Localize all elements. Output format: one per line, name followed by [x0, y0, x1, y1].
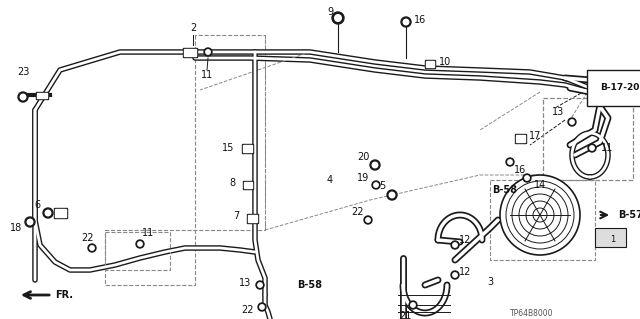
Bar: [515, 135, 525, 142]
Circle shape: [409, 301, 417, 309]
Circle shape: [260, 305, 264, 309]
Circle shape: [206, 50, 210, 54]
Circle shape: [136, 240, 144, 248]
Circle shape: [500, 175, 580, 255]
Bar: [426, 61, 434, 67]
Bar: [54, 209, 65, 217]
Text: 11: 11: [201, 70, 213, 80]
Text: 4: 4: [327, 175, 333, 185]
Text: 14: 14: [534, 180, 546, 190]
Text: 8: 8: [229, 178, 235, 188]
Text: 5: 5: [379, 181, 385, 191]
Text: 21: 21: [399, 311, 411, 319]
Text: 16: 16: [414, 15, 426, 25]
Text: FR.: FR.: [55, 290, 73, 300]
Circle shape: [374, 183, 378, 187]
Text: 23: 23: [17, 67, 29, 77]
Bar: [184, 48, 196, 56]
Bar: [54, 208, 67, 218]
Bar: [490, 180, 595, 260]
Text: 10: 10: [439, 57, 451, 67]
Bar: [246, 213, 257, 222]
Text: 19: 19: [357, 173, 369, 183]
Circle shape: [588, 144, 596, 152]
Text: 15: 15: [222, 143, 234, 153]
Bar: [244, 182, 252, 188]
Text: B-17-20: B-17-20: [600, 84, 640, 93]
Text: 6: 6: [34, 200, 40, 210]
Circle shape: [88, 244, 96, 252]
Bar: [105, 232, 170, 270]
Circle shape: [256, 281, 264, 289]
Circle shape: [372, 162, 378, 168]
Bar: [36, 92, 48, 99]
Text: 3: 3: [487, 277, 493, 287]
Circle shape: [138, 242, 142, 246]
Text: 13: 13: [239, 278, 251, 288]
Circle shape: [372, 181, 380, 189]
Text: 12: 12: [459, 235, 471, 245]
Circle shape: [568, 118, 576, 126]
Circle shape: [204, 48, 212, 56]
Bar: [515, 133, 525, 143]
Bar: [248, 214, 257, 221]
Circle shape: [332, 12, 344, 24]
Bar: [243, 181, 253, 189]
Circle shape: [45, 210, 51, 216]
Bar: [243, 145, 252, 152]
Circle shape: [28, 219, 33, 225]
Circle shape: [90, 246, 94, 250]
Text: 22: 22: [352, 207, 364, 217]
Circle shape: [258, 303, 266, 311]
Circle shape: [590, 146, 594, 150]
Circle shape: [389, 192, 395, 198]
Circle shape: [258, 283, 262, 287]
Circle shape: [411, 303, 415, 307]
Circle shape: [25, 217, 35, 227]
Circle shape: [508, 160, 512, 164]
Text: 20: 20: [357, 152, 369, 162]
Circle shape: [451, 241, 459, 249]
Text: 9: 9: [327, 7, 333, 17]
Circle shape: [506, 158, 514, 166]
Text: 1: 1: [611, 235, 616, 244]
Bar: [543, 98, 633, 180]
Text: 16: 16: [514, 165, 526, 175]
Circle shape: [20, 94, 26, 100]
Text: B-57: B-57: [618, 210, 640, 220]
Circle shape: [364, 216, 372, 224]
Circle shape: [335, 15, 341, 21]
Circle shape: [525, 176, 529, 180]
Circle shape: [451, 271, 459, 279]
Bar: [183, 48, 197, 56]
Text: 12: 12: [459, 267, 471, 277]
Text: B-58: B-58: [298, 280, 323, 290]
Text: 22: 22: [242, 305, 254, 315]
Bar: [37, 93, 47, 98]
Circle shape: [453, 243, 457, 247]
Text: 18: 18: [10, 223, 22, 233]
Circle shape: [366, 218, 370, 222]
Circle shape: [43, 208, 53, 218]
Text: 22: 22: [82, 233, 94, 243]
Text: 13: 13: [552, 107, 564, 117]
Circle shape: [523, 174, 531, 182]
Circle shape: [18, 92, 28, 102]
Text: 17: 17: [529, 131, 541, 141]
Text: 7: 7: [233, 211, 239, 221]
Text: 11: 11: [601, 143, 613, 153]
Bar: [241, 144, 253, 152]
Text: B-58: B-58: [493, 185, 518, 195]
Circle shape: [403, 19, 409, 25]
Circle shape: [387, 190, 397, 200]
Circle shape: [453, 273, 457, 277]
Circle shape: [401, 17, 411, 27]
Text: TP64B8000: TP64B8000: [510, 308, 554, 317]
Bar: [425, 60, 435, 68]
Circle shape: [570, 120, 574, 124]
Text: 2: 2: [190, 23, 196, 33]
Circle shape: [370, 160, 380, 170]
FancyBboxPatch shape: [595, 227, 625, 247]
Text: 11: 11: [142, 228, 154, 238]
